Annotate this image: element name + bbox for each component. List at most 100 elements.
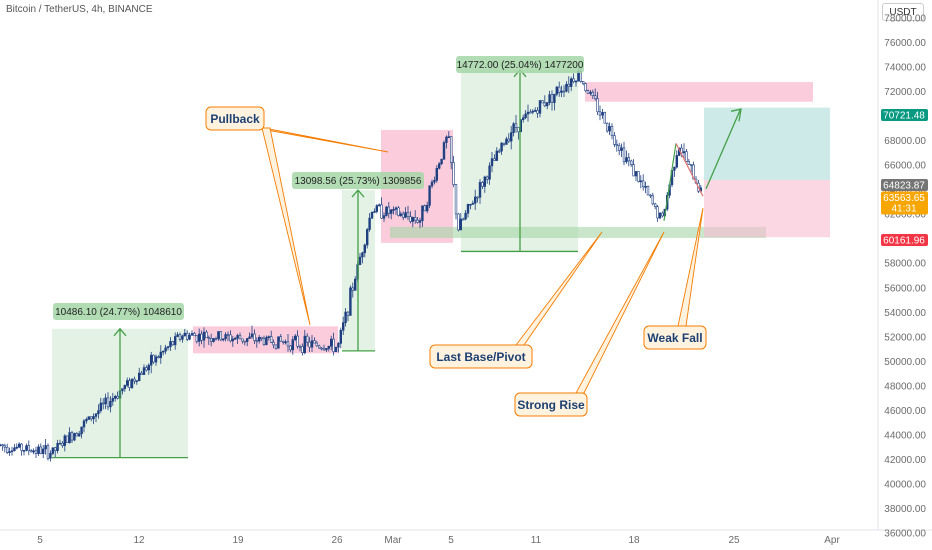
candle-body xyxy=(255,340,258,342)
y-tick-label: 48000.00 xyxy=(884,381,926,392)
candle-body xyxy=(634,171,638,177)
candle-body xyxy=(140,372,143,375)
candle-body xyxy=(104,397,107,405)
candle-body xyxy=(145,367,148,371)
candle-body xyxy=(339,329,342,344)
candle-body xyxy=(138,372,141,381)
y-tick-label: 68000.00 xyxy=(884,136,926,147)
y-tick-label: 42000.00 xyxy=(884,455,926,466)
candle-body xyxy=(166,346,170,349)
candle-body xyxy=(147,364,150,371)
candle-body xyxy=(392,209,395,211)
candle-body xyxy=(20,443,23,451)
candle-body xyxy=(248,336,251,339)
candle-body xyxy=(133,378,136,382)
candle-body xyxy=(375,205,378,212)
candle-body xyxy=(382,215,386,219)
candle-body xyxy=(41,448,45,454)
candle-body xyxy=(337,343,340,348)
candle-body xyxy=(75,433,79,437)
callout-box xyxy=(643,325,707,350)
candle-body xyxy=(109,401,112,408)
x-tick-label: 19 xyxy=(232,535,244,546)
x-tick-label: 25 xyxy=(728,535,740,546)
candle-body xyxy=(478,182,482,198)
candle-body xyxy=(394,207,398,210)
candle-body xyxy=(70,432,74,441)
candle-body xyxy=(605,122,609,132)
candle-body xyxy=(380,204,383,219)
y-tick-label: 76000.00 xyxy=(884,38,926,49)
candle-body xyxy=(687,161,691,165)
candle-body xyxy=(183,332,186,337)
candle-body xyxy=(44,445,47,450)
candle-body xyxy=(1,444,4,446)
candle-body xyxy=(591,91,595,96)
candle-body xyxy=(485,176,489,180)
currency-selector[interactable]: USDT xyxy=(882,3,924,21)
candle-body xyxy=(560,90,563,93)
candle-body xyxy=(483,176,486,187)
candle-body xyxy=(536,110,539,114)
candle-body xyxy=(22,450,26,452)
candle-body xyxy=(541,100,544,104)
y-tick-label: 58000.00 xyxy=(884,259,926,270)
weak-fall-line xyxy=(675,143,704,197)
x-tick-label: 5 xyxy=(37,535,43,546)
candle-body xyxy=(181,335,184,340)
candle-body xyxy=(332,338,335,352)
y-tick-label: 74000.00 xyxy=(884,62,926,73)
candle-body xyxy=(193,333,196,337)
candle-body xyxy=(613,135,616,145)
candle-body xyxy=(409,216,412,222)
candle-body xyxy=(493,158,496,161)
candle-body xyxy=(10,450,14,453)
candle-body xyxy=(469,204,472,206)
candle-body xyxy=(550,94,554,103)
candle-body xyxy=(627,157,631,162)
candle-body xyxy=(490,158,494,167)
candle-body xyxy=(601,112,604,116)
y-tick-label: 52000.00 xyxy=(884,332,926,343)
candle-body xyxy=(385,206,388,216)
candle-body xyxy=(533,110,537,112)
candle-body xyxy=(17,443,21,448)
candle-body xyxy=(73,433,76,441)
candle-body xyxy=(291,339,294,351)
candle-body xyxy=(569,78,573,87)
candle-body xyxy=(106,397,110,408)
candle-body xyxy=(15,446,18,449)
candle-body xyxy=(186,332,189,340)
candle-body xyxy=(128,380,131,388)
candle-body xyxy=(387,206,390,214)
chart-title: Bitcoin / TetherUS, 4h, BINANCE xyxy=(6,4,153,15)
candle-body xyxy=(241,338,244,342)
candle-body xyxy=(66,435,69,444)
candle-body xyxy=(236,335,239,339)
candle-body xyxy=(514,123,518,128)
candle-body xyxy=(646,186,650,196)
candle-body xyxy=(421,205,424,221)
candle-body xyxy=(154,356,158,363)
annotation-callout: Weak Fall xyxy=(643,207,707,350)
price-tag-bg xyxy=(881,179,928,191)
candle-body xyxy=(615,144,619,146)
price-tag: 64823.87 xyxy=(881,179,928,192)
candle-body xyxy=(584,83,587,91)
candle-body xyxy=(176,334,179,337)
candle-body xyxy=(29,450,33,453)
candle-body xyxy=(629,160,633,165)
candle-body xyxy=(315,342,318,347)
x-tick-label: 26 xyxy=(331,535,343,546)
candle-body xyxy=(346,311,350,316)
candle-body xyxy=(293,335,297,341)
candle-body xyxy=(557,86,561,93)
candle-body xyxy=(210,338,213,342)
candle-body xyxy=(178,334,182,340)
target-zone xyxy=(704,107,830,180)
candle-body xyxy=(250,333,254,338)
candle-body xyxy=(305,335,309,343)
candle-body xyxy=(641,180,645,188)
candle-body xyxy=(296,335,299,347)
